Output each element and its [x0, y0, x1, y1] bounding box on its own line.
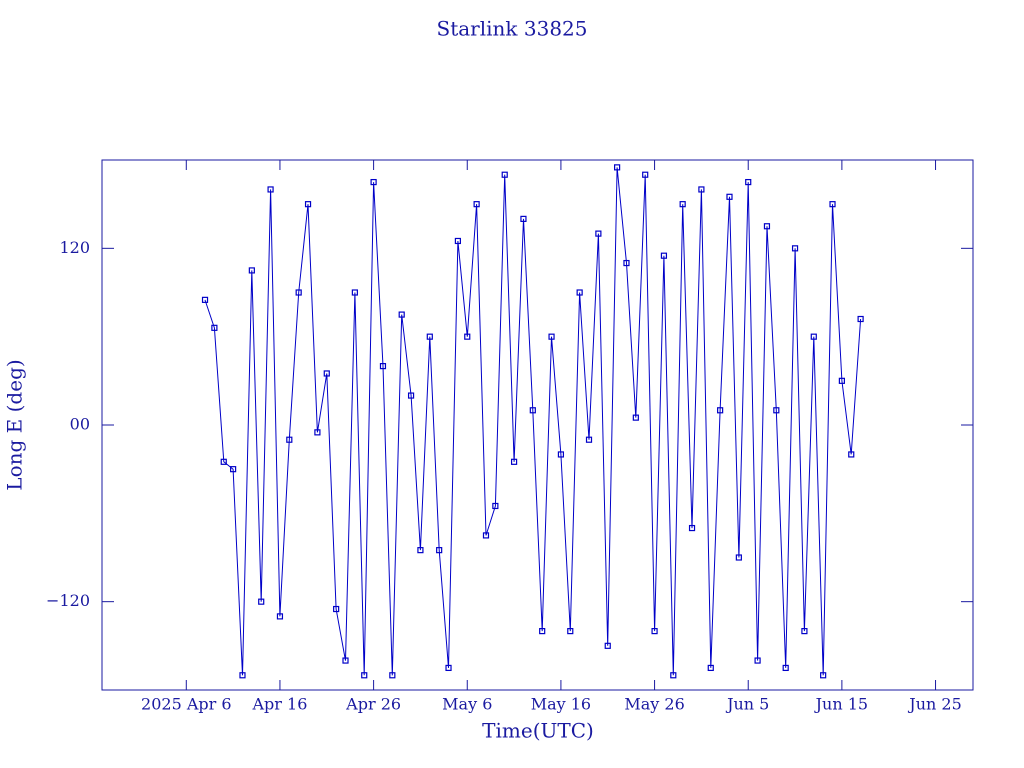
y-tick-label: 120 [59, 238, 90, 257]
data-point [735, 554, 742, 561]
data-point [473, 201, 480, 208]
data-point [791, 245, 799, 252]
x-tick-label: May 6 [442, 695, 492, 714]
data-point [539, 628, 546, 635]
x-tick-label: May 16 [531, 695, 591, 714]
data-point [529, 407, 536, 414]
data-point [567, 628, 574, 635]
data-point [426, 333, 433, 340]
x-tick-label: Apr 26 [345, 695, 401, 714]
x-tick-label: Jun 15 [814, 695, 868, 714]
data-point [745, 178, 752, 186]
data-point [614, 164, 621, 171]
data-point [810, 333, 817, 340]
data-point [314, 429, 321, 436]
data-point [623, 259, 630, 267]
data-point [304, 201, 312, 208]
data-point [660, 252, 668, 259]
data-point [379, 363, 387, 370]
x-tick-label: Apr 16 [252, 695, 308, 714]
data-point [520, 215, 527, 222]
data-point [295, 289, 302, 296]
x-tick-label: 2025 Apr 6 [141, 695, 232, 714]
data-point [595, 230, 602, 237]
data-point [698, 186, 705, 193]
data-point [323, 370, 330, 377]
data-point [838, 377, 845, 384]
data-point [342, 657, 349, 664]
data-point [361, 672, 368, 679]
data-point [510, 458, 518, 465]
x-tick-label: Jun 25 [907, 695, 961, 714]
data-point [848, 451, 855, 458]
data-point [670, 672, 677, 679]
data-point [286, 436, 293, 443]
chart-title: Starlink 33825 [437, 17, 588, 41]
data-point [211, 324, 218, 331]
plot-area [201, 164, 864, 679]
data-point [407, 392, 415, 399]
data-point [585, 436, 593, 443]
data-point [501, 171, 508, 178]
data-point [688, 524, 696, 532]
data-point [726, 193, 733, 200]
data-point [464, 333, 471, 340]
data-point [258, 598, 265, 605]
data-point [548, 333, 555, 340]
data-point [773, 407, 780, 414]
data-point [201, 296, 209, 303]
data-point [576, 289, 583, 296]
data-point [436, 547, 443, 554]
data-point [820, 672, 827, 679]
data-point [632, 414, 639, 421]
x-tick-label: May 26 [624, 695, 684, 714]
data-point [276, 613, 284, 620]
data-point [445, 664, 452, 672]
x-axis-label: Time(UTC) [482, 719, 594, 743]
y-tick-label: 00 [70, 415, 90, 434]
data-point [679, 201, 686, 208]
data-point [492, 502, 499, 510]
data-point [239, 672, 246, 679]
data-point [230, 466, 237, 473]
data-point [829, 201, 836, 208]
data-point [389, 672, 396, 679]
x-tick-label: Jun 5 [725, 695, 769, 714]
data-point [604, 642, 611, 649]
data-point [754, 657, 761, 664]
data-point [557, 451, 565, 458]
series-line [204, 167, 862, 676]
data-point [267, 186, 274, 193]
data-point [642, 171, 649, 178]
data-point [417, 547, 424, 554]
data-point [220, 458, 227, 465]
data-point [707, 664, 714, 672]
data-point [651, 628, 658, 635]
data-point [248, 267, 255, 274]
data-point [398, 311, 405, 318]
data-point [763, 223, 771, 230]
data-point [482, 532, 490, 539]
data-point [782, 664, 789, 672]
y-tick-label: −120 [46, 591, 90, 610]
data-point [857, 315, 864, 323]
data-point [370, 178, 377, 186]
data-point [454, 237, 461, 245]
y-axis-label: Long E (deg) [3, 359, 27, 490]
plot-frame [101, 159, 974, 691]
data-point [801, 628, 808, 635]
data-point [717, 407, 724, 414]
data-point [333, 605, 340, 613]
data-point [351, 289, 358, 296]
